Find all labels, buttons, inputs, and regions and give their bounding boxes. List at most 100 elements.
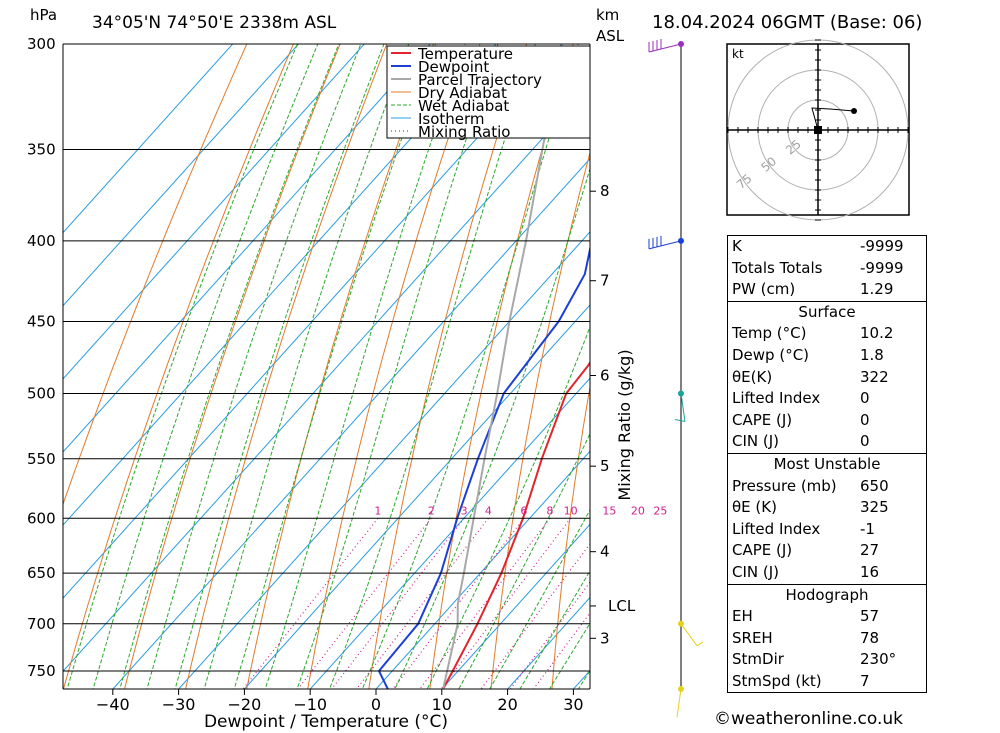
hodograph-section: Hodograph EH 57 SREH 78 StmDir 230° StmSpd … (727, 584, 927, 694)
index-row-k: K -9999 (728, 236, 926, 258)
wind-barb (674, 393, 686, 423)
km-tick-label: 5 (600, 457, 610, 475)
index-value: -9999 (860, 258, 904, 277)
index-label: CIN (J) (732, 432, 780, 451)
pressure-tick-label: 750 (27, 662, 56, 680)
isotherm-line (63, 84, 590, 673)
dry-adiabat-line (551, 384, 590, 689)
km-tick-label: 4 (600, 543, 610, 561)
wet-adiabat-line (174, 44, 385, 689)
x-tick-label: 30 (563, 695, 583, 714)
wind-barb-feather (696, 641, 704, 647)
wet-adiabat-line (203, 44, 410, 689)
mixing-ratio-label: 3 (461, 504, 468, 517)
index-row: SREH 78 (728, 628, 926, 650)
index-label: Dewp (°C) (732, 345, 810, 364)
index-value: 7 (860, 671, 870, 690)
isotherm-line (63, 44, 300, 307)
legend-box (386, 45, 591, 139)
index-label: CIN (J) (732, 562, 780, 581)
wind-barb (648, 39, 682, 53)
hodograph-storm-marker (814, 126, 822, 134)
index-value: 16 (860, 562, 880, 581)
pressure-tick-label: 350 (27, 140, 56, 158)
hpa-label: hPa (30, 6, 57, 24)
surface-title: Surface (798, 302, 856, 321)
location-title: 34°05'N 74°50'E 2338m ASL (92, 13, 337, 33)
km-tick-label: 3 (600, 629, 610, 647)
index-label: Pressure (mb) (732, 476, 837, 495)
km-tick-label: 8 (600, 182, 610, 200)
legend-label-temperature: Temperature (417, 45, 513, 63)
isotherm-line (243, 304, 590, 689)
index-label: SREH (732, 628, 773, 647)
surface-section: Surface Temp (°C) 10.2 Dewp (°C) 1.8 θE(K)… (727, 301, 927, 454)
km-tick-label: 6 (600, 367, 610, 385)
mixing-ratio-axis-title: Mixing Ratio (g/kg) (615, 349, 634, 500)
x-tick-label: 10 (432, 695, 452, 714)
pressure-tick-label: 400 (27, 232, 56, 250)
wet-adiabat-line (119, 44, 340, 689)
wet-adiabat-line (394, 167, 590, 689)
index-row: Pressure (mb) 650 (728, 476, 926, 498)
legend-label-parcel: Parcel Trajectory (418, 71, 542, 89)
index-value: 0 (860, 432, 870, 451)
hodograph-title: Hodograph (785, 585, 869, 604)
wind-barb-staff (676, 688, 682, 718)
hodograph-trace (811, 107, 855, 131)
index-row: θE(K) 322 (728, 367, 926, 389)
datetime-title: 18.04.2024 06GMT (Base: 06) (652, 12, 922, 33)
mixing-ratio-label: 20 (631, 504, 645, 517)
index-row: Dewp (°C) 1.8 (728, 345, 926, 367)
mixing-ratio-label: 6 (520, 504, 527, 517)
x-tick-label: −30 (162, 695, 196, 714)
wind-profile (648, 39, 704, 718)
pressure-tick-label: 700 (27, 615, 56, 633)
index-label: θE(K) (732, 367, 773, 386)
legend-label-mixing-ratio: Mixing Ratio (418, 123, 510, 141)
index-value: 0 (860, 410, 870, 429)
hodograph-end-point (851, 108, 857, 114)
index-label: θE (K) (732, 498, 777, 517)
mixing-ratio-label: 15 (602, 504, 616, 517)
km-tick-label: 7 (600, 272, 610, 290)
pressure-tick-label: 550 (27, 450, 56, 468)
asl-label: ASL (596, 27, 625, 45)
index-row: CIN (J) 0 (728, 431, 926, 453)
copyright-footer[interactable]: ©weatheronline.co.uk (714, 709, 904, 729)
wind-barb-staff (680, 393, 686, 422)
index-label: Temp (°C) (732, 324, 807, 343)
index-label: StmDir (732, 650, 784, 669)
x-tick-label: 0 (371, 695, 381, 714)
general-indices: K -9999 Totals Totals -9999 PW (cm) 1.29 (727, 235, 927, 302)
dry-adiabat-line (490, 150, 590, 689)
most-unstable-section: Most Unstable Pressure (mb) 650 θE (K) 325… (727, 453, 927, 585)
dry-adiabat-line (967, 0, 1000, 715)
index-row-pw: PW (cm) 1.29 (728, 279, 926, 301)
index-value: 27 (860, 541, 880, 560)
mixing-ratio-line (533, 611, 590, 689)
index-value: 0 (860, 389, 870, 408)
index-value: 230° (860, 650, 897, 669)
mixing-ratio-line (242, 517, 379, 689)
mixing-ratio-label: 10 (564, 504, 578, 517)
wind-barb-feather (674, 419, 686, 423)
index-value: 10.2 (860, 324, 894, 343)
legend-label-wet-adiabat: Wet Adiabat (418, 97, 509, 115)
index-label: CAPE (J) (732, 541, 793, 560)
x-axis-title: Dewpoint / Temperature (°C) (204, 712, 448, 732)
mixing-ratio-label: 1 (374, 504, 381, 517)
mixing-ratio-line (297, 517, 432, 689)
wet-adiabat-line (548, 622, 590, 689)
mixing-ratio-label: 2 (428, 504, 435, 517)
index-label: Lifted Index (732, 389, 821, 408)
wet-adiabat-line (361, 44, 579, 689)
mixing-ratio-label: 4 (485, 504, 492, 517)
index-row: Lifted Index -1 (728, 519, 926, 541)
legend-label-dewpoint: Dewpoint (418, 58, 489, 76)
index-row: CAPE (J) 27 (728, 540, 926, 562)
x-tick-label: −10 (293, 695, 327, 714)
wet-adiabat-line (146, 44, 362, 689)
